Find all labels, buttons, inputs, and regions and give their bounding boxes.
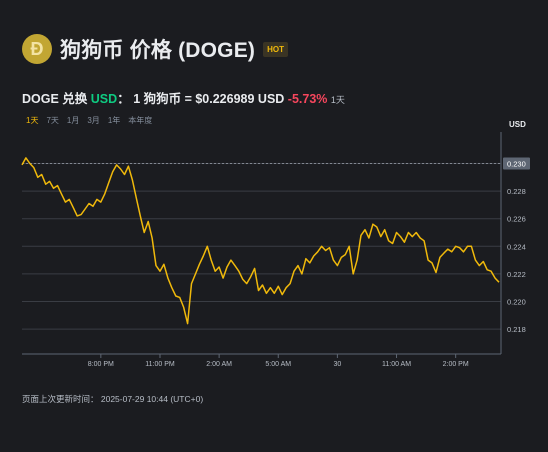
x-tick-label: 2:00 AM (206, 361, 232, 368)
x-tick-label: 30 (333, 361, 341, 368)
last-updated: 页面上次更新时间： 2025-07-29 10:44 (UTC+0) (22, 394, 204, 404)
pair-prefix: DOGE 兑换 (22, 92, 88, 106)
page-header: 狗狗币 价格 (DOGE) HOT (22, 34, 288, 64)
y-tick-label: 0.222 (507, 270, 526, 279)
current-price-tag (503, 157, 530, 170)
price-change: -5.73% (287, 92, 328, 106)
x-tick-label: 8:00 PM (88, 361, 114, 368)
price-series-line[interactable] (21, 157, 500, 325)
x-tick-label: 11:00 AM (382, 361, 411, 368)
y-tick-label: 0.228 (507, 187, 526, 196)
pair-colon: ： (117, 92, 130, 106)
tab-1d[interactable]: 1天 (26, 116, 39, 125)
tab-1y[interactable]: 1年 (107, 116, 121, 125)
y-tick-label: 0.224 (507, 242, 526, 251)
x-tick-label: 2:00 PM (443, 361, 469, 368)
conversion-rate: 1 狗狗币 = $0.226989 USD (133, 92, 285, 106)
tab-ytd[interactable]: 本年度 (128, 116, 153, 125)
y-tick-label: 0.220 (507, 298, 526, 307)
dogecoin-logo-icon (22, 34, 52, 64)
timeframe-tabs: 1天 7天 1月 3月 1年 本年度 (22, 115, 156, 126)
hot-badge: HOT (263, 41, 288, 57)
price-conversion: DOGE 兑换 USD： 1 狗狗币 = $0.226989 USD -5.73… (22, 88, 345, 107)
y-tick-label: 0.218 (507, 325, 526, 334)
tab-3m[interactable]: 3月 (87, 116, 100, 125)
change-period: 1天 (330, 95, 345, 105)
x-tick-label: 11:00 PM (145, 361, 175, 368)
y-tick-label: 0.226 (507, 215, 526, 224)
pair-currency-link[interactable]: USD (90, 92, 118, 106)
tab-1m[interactable]: 1月 (66, 116, 80, 125)
page-title: 狗狗币 价格 (DOGE) (60, 39, 256, 62)
tab-7d[interactable]: 7天 (46, 116, 59, 125)
current-price-label: 0.230 (507, 159, 526, 168)
x-tick-label: 5:00 AM (265, 361, 291, 368)
y-axis-unit-label: USD (509, 120, 526, 129)
